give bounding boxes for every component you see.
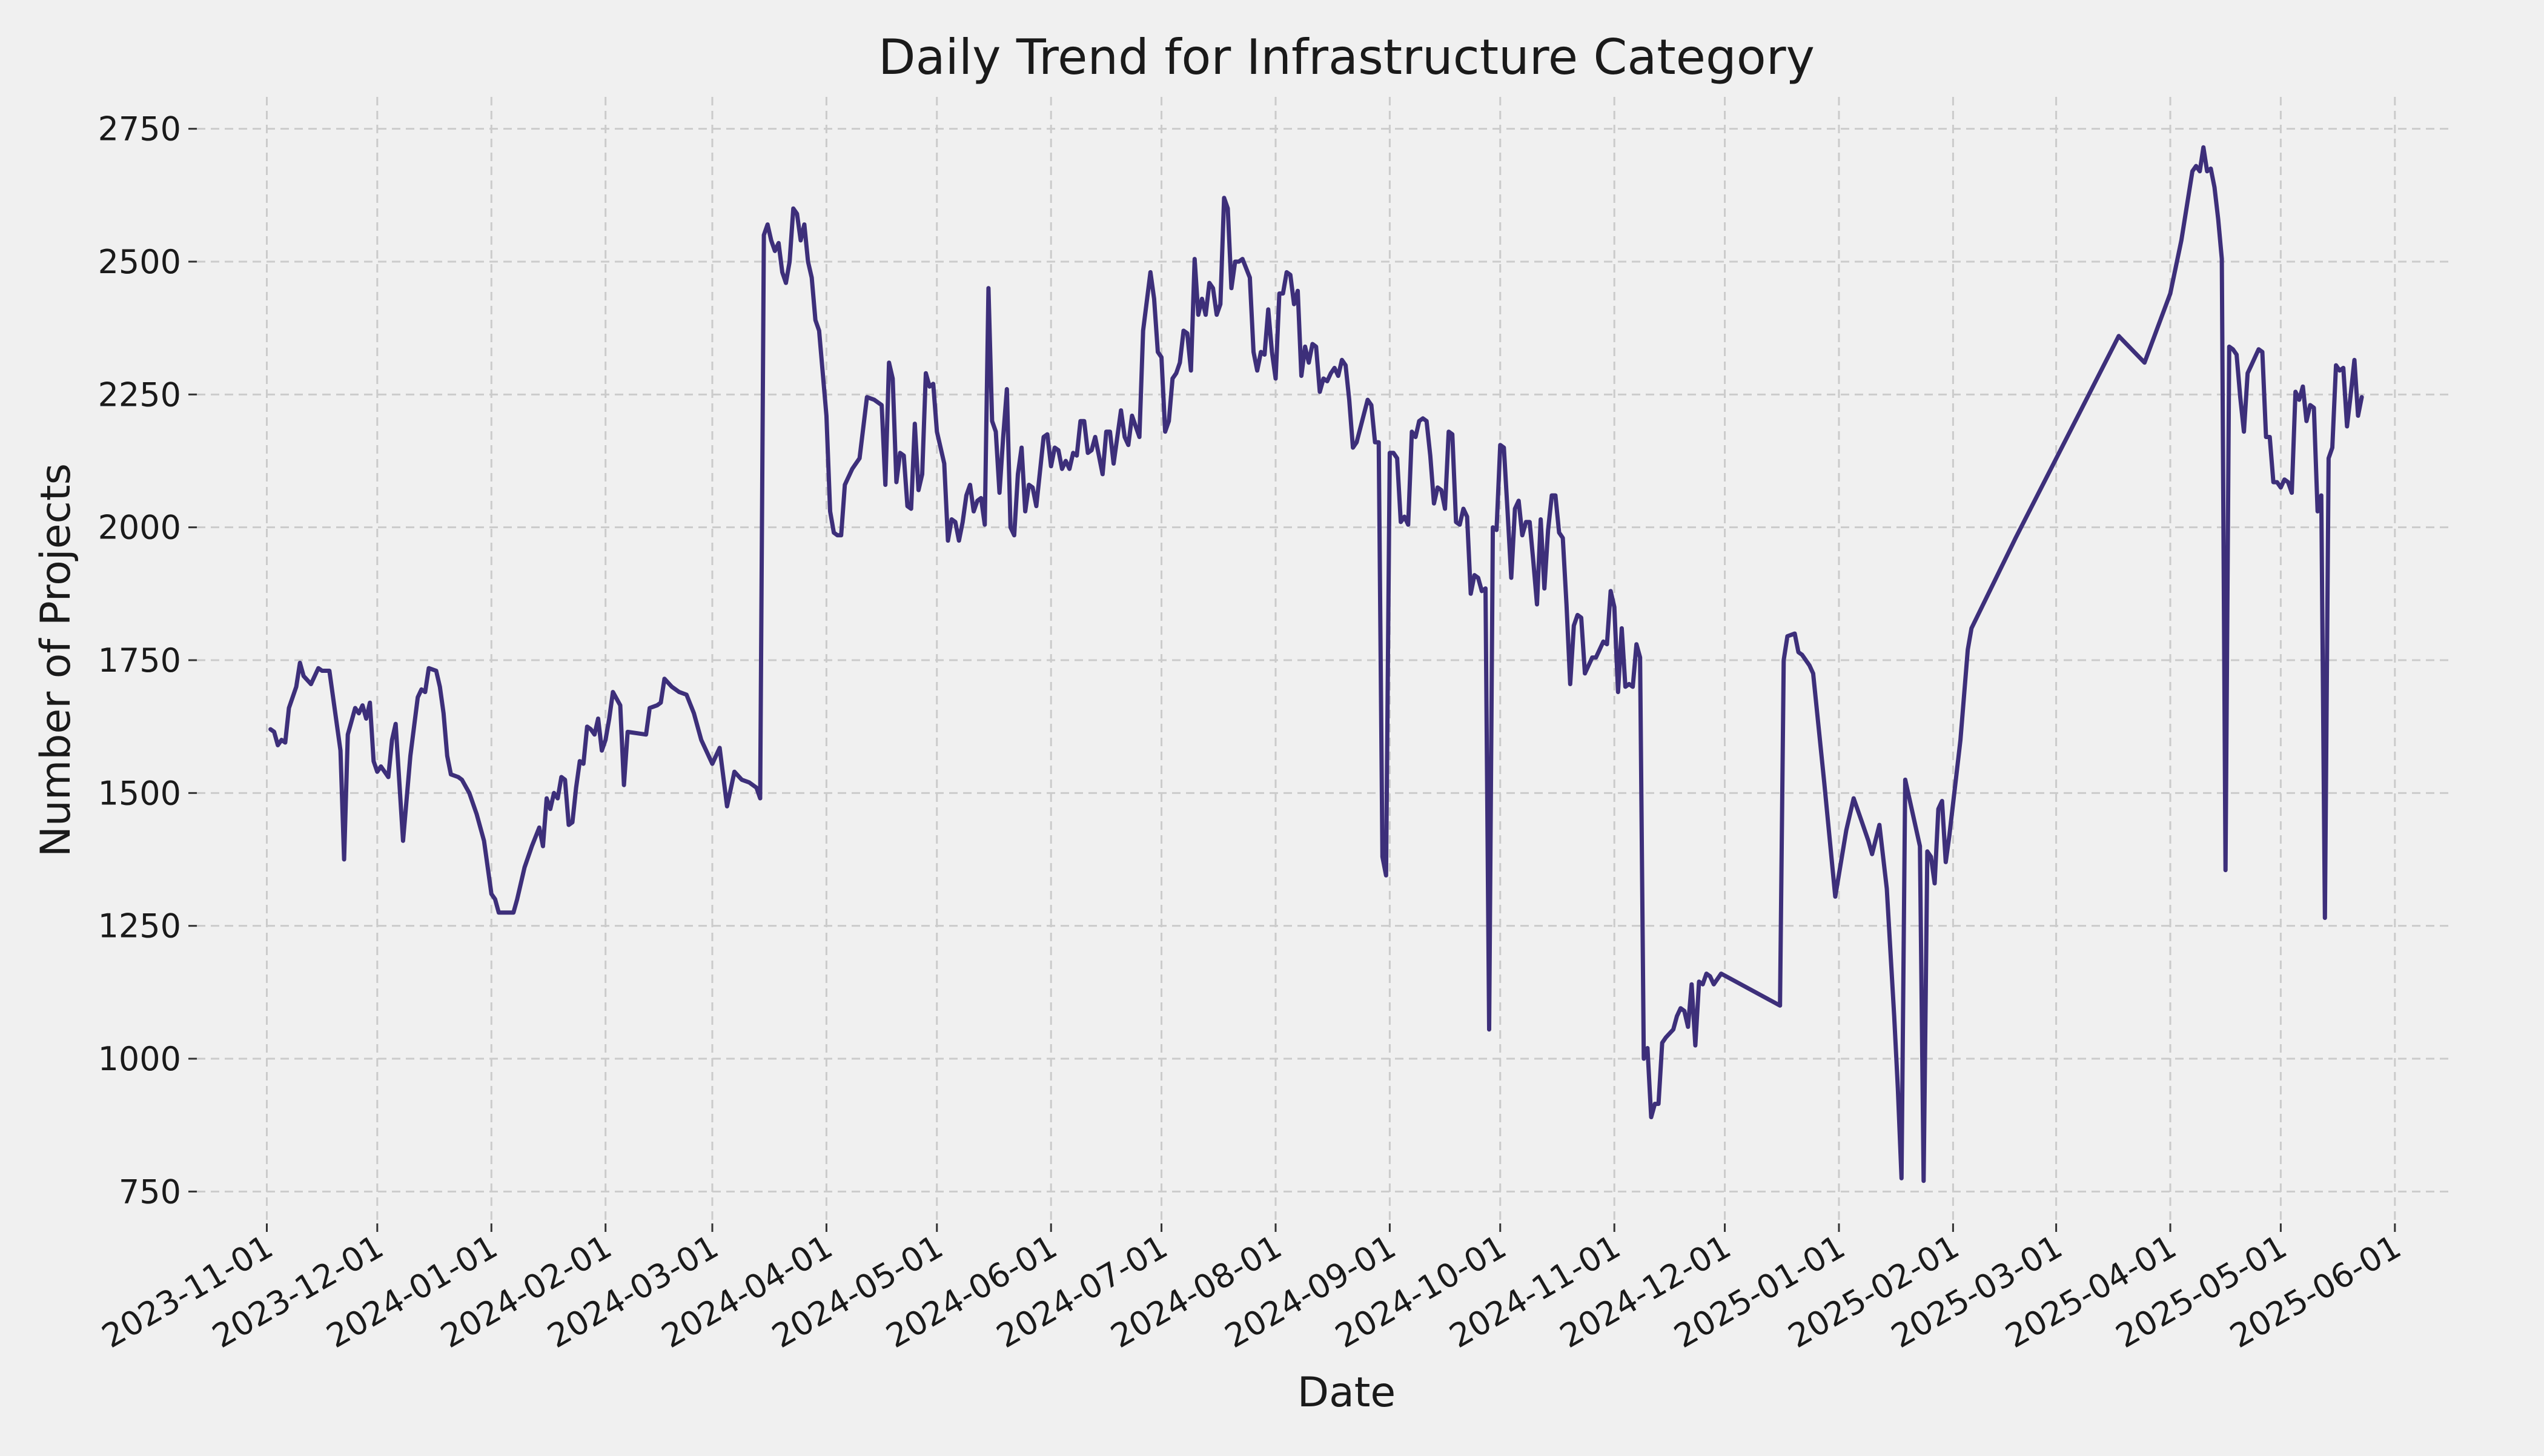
y-tick-label: 1000	[98, 1040, 181, 1078]
y-tick-label: 1250	[98, 907, 181, 945]
y-tick-label: 2250	[98, 376, 181, 414]
y-tick-label: 1500	[98, 774, 181, 812]
y-tick-label: 2500	[98, 243, 181, 281]
y-axis-label: Number of Projects	[32, 463, 80, 857]
y-tick-label: 2750	[98, 110, 181, 148]
series-layer	[268, 145, 2364, 1183]
y-tick-label: 750	[119, 1173, 181, 1211]
chart-title: Daily Trend for Infrastructure Category	[878, 29, 1815, 85]
y-tick-label: 1750	[98, 641, 181, 680]
series-line	[268, 145, 2364, 1183]
y-tick-label: 2000	[98, 509, 181, 547]
x-axis-label: Date	[1297, 1369, 1396, 1417]
